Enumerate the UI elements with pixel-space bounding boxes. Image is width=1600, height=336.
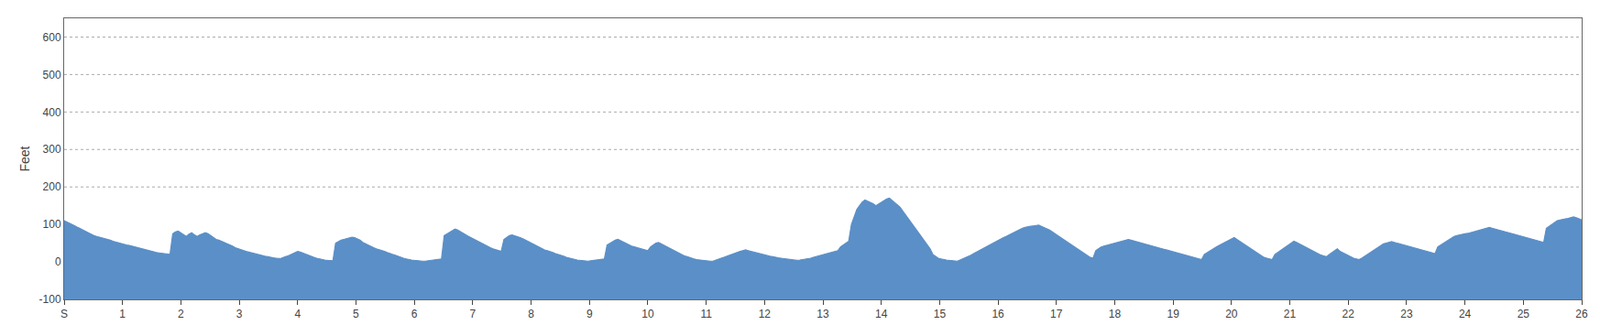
svg-text:5: 5 <box>352 307 360 321</box>
svg-text:12: 12 <box>758 307 772 321</box>
svg-text:200: 200 <box>43 180 62 194</box>
svg-text:22: 22 <box>1342 307 1356 321</box>
svg-text:9: 9 <box>586 307 593 321</box>
svg-text:26: 26 <box>1575 307 1589 321</box>
svg-text:100: 100 <box>43 218 62 231</box>
svg-text:13: 13 <box>816 307 830 321</box>
svg-text:400: 400 <box>43 106 62 120</box>
svg-text:Feet: Feet <box>17 145 33 172</box>
svg-text:15: 15 <box>933 307 947 321</box>
svg-text:-100: -100 <box>39 293 62 307</box>
svg-text:21: 21 <box>1283 307 1297 321</box>
svg-text:500: 500 <box>43 68 62 82</box>
svg-text:1: 1 <box>119 307 126 321</box>
svg-text:20: 20 <box>1225 307 1239 321</box>
svg-text:23: 23 <box>1400 307 1414 321</box>
svg-text:16: 16 <box>991 307 1005 321</box>
svg-text:25: 25 <box>1517 307 1531 321</box>
svg-text:17: 17 <box>1050 307 1064 321</box>
svg-text:0: 0 <box>54 255 62 269</box>
svg-text:2: 2 <box>177 307 185 321</box>
svg-text:18: 18 <box>1108 307 1122 321</box>
svg-text:600: 600 <box>43 31 62 44</box>
svg-text:6: 6 <box>411 307 418 321</box>
svg-text:300: 300 <box>43 142 62 156</box>
svg-text:10: 10 <box>641 307 655 321</box>
svg-text:S: S <box>60 307 68 321</box>
svg-text:11: 11 <box>700 307 713 321</box>
svg-text:19: 19 <box>1166 307 1180 321</box>
svg-text:24: 24 <box>1458 307 1472 321</box>
svg-text:7: 7 <box>470 307 477 321</box>
svg-text:3: 3 <box>236 307 243 321</box>
svg-text:8: 8 <box>527 307 535 321</box>
svg-text:4: 4 <box>294 307 301 321</box>
svg-text:14: 14 <box>875 307 888 321</box>
